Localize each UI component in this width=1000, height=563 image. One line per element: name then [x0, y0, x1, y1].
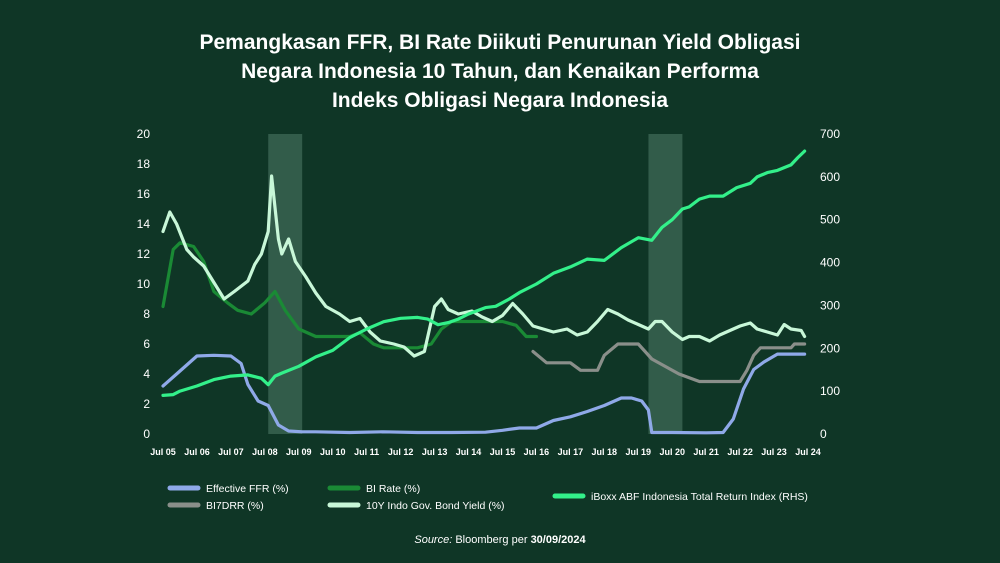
x-tick-label: Jul 15	[490, 447, 516, 457]
y-left-tick-label: 18	[137, 157, 151, 171]
x-tick-label: Jul 07	[218, 447, 244, 457]
source-date: 30/09/2024	[530, 534, 586, 546]
series-line-5	[161, 149, 807, 397]
source-note: Source: Bloomberg per 30/09/2024	[0, 534, 1000, 546]
chart-title-line-2: Negara Indonesia 10 Tahun, dan Kenaikan …	[241, 60, 759, 83]
source-text: Bloomberg per	[455, 534, 528, 546]
x-tick-label: Jul 08	[252, 447, 278, 457]
x-tick-label: Jul 13	[422, 447, 448, 457]
y-left-tick-label: 10	[137, 277, 151, 291]
shaded-period-2	[648, 134, 683, 434]
series-line-3	[531, 342, 807, 384]
x-tick-label: Jul 06	[184, 447, 210, 457]
y-left-tick-label: 12	[137, 247, 151, 261]
legend-label-5: iBoxx ABF Indonesia Total Return Index (…	[591, 491, 808, 503]
y-right-tick-label: 100	[820, 384, 840, 398]
x-tick-label: Jul 23	[761, 447, 787, 457]
x-tick-label: Jul 19	[626, 447, 652, 457]
legend-label-3: BI7DRR (%)	[206, 500, 264, 512]
x-tick-label: Jul 24	[795, 447, 821, 457]
x-tick-label: Jul 21	[693, 447, 719, 457]
y-left-tick-label: 8	[143, 307, 150, 321]
y-left-tick-label: 14	[137, 217, 151, 231]
y-left-tick-label: 0	[143, 427, 150, 441]
y-right-tick-label: 300	[820, 298, 840, 312]
source-label: Source:	[414, 534, 453, 546]
y-left-tick-label: 6	[143, 337, 150, 351]
y-left-tick-label: 2	[143, 397, 150, 411]
x-tick-label: Jul 11	[354, 447, 379, 457]
x-tick-label: Jul 10	[320, 447, 346, 457]
y-left-tick-label: 16	[137, 187, 151, 201]
x-tick-label: Jul 22	[727, 447, 753, 457]
legend-label-4: 10Y Indo Gov. Bond Yield (%)	[366, 500, 505, 512]
y-left-tick-label: 4	[143, 367, 150, 381]
y-right-tick-label: 600	[820, 170, 840, 184]
x-tick-label: Jul 12	[388, 447, 414, 457]
series-line-4	[161, 174, 807, 358]
x-tick-label: Jul 14	[456, 447, 482, 457]
x-tick-label: Jul 20	[659, 447, 685, 457]
legend-label-1: Effective FFR (%)	[206, 483, 289, 495]
x-tick-label: Jul 16	[524, 447, 550, 457]
x-tick-label: Jul 18	[592, 447, 618, 457]
legend-label-2: BI Rate (%)	[366, 483, 420, 495]
y-right-tick-label: 700	[820, 127, 840, 141]
chart-title: Pemangkasan FFR, BI Rate Diikuti Penurun…	[0, 28, 1000, 115]
y-right-tick-label: 400	[820, 256, 840, 270]
x-tick-label: Jul 09	[286, 447, 312, 457]
series-line-1	[161, 352, 807, 435]
x-tick-label: Jul 05	[150, 447, 176, 457]
series-line-2	[161, 241, 538, 350]
chart-title-line-1: Pemangkasan FFR, BI Rate Diikuti Penurun…	[199, 31, 801, 54]
chart-title-line-3: Indeks Obligasi Negara Indonesia	[331, 89, 669, 112]
y-right-tick-label: 500	[820, 213, 840, 227]
y-right-tick-label: 200	[820, 341, 840, 355]
y-right-tick-label: 0	[820, 427, 827, 441]
y-left-tick-label: 20	[137, 127, 151, 141]
x-tick-label: Jul 17	[558, 447, 584, 457]
